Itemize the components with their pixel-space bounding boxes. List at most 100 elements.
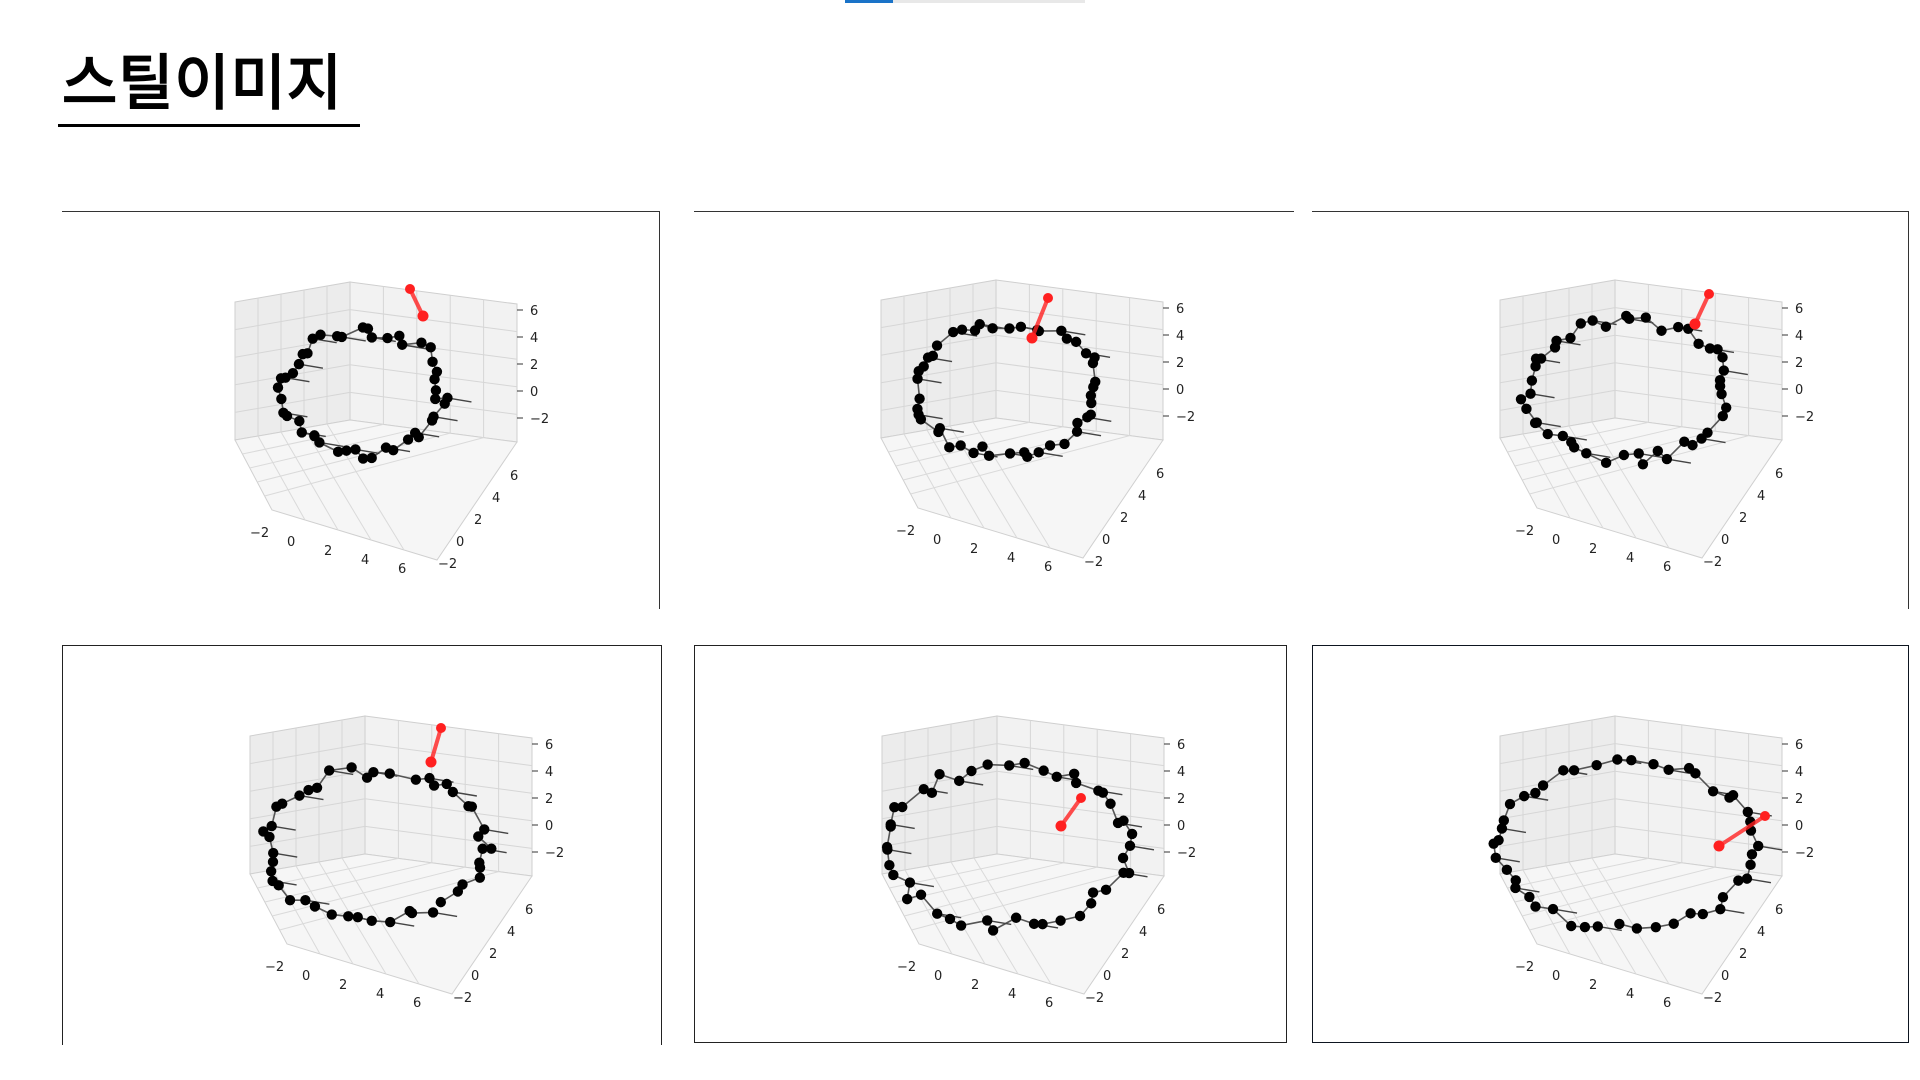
skeleton-joint <box>441 778 452 790</box>
skeleton-joint <box>1679 436 1690 447</box>
skeleton-joint <box>396 339 408 350</box>
grid-line <box>1568 425 1637 539</box>
skeleton-joint <box>384 768 395 779</box>
skeleton-joint <box>944 442 955 453</box>
skeleton-joint <box>267 875 278 887</box>
z-tick-label: 2 <box>1176 356 1184 371</box>
highlight-joint <box>1760 811 1770 821</box>
skeleton-joint <box>1531 417 1542 428</box>
y-tick-label: 6 <box>1157 903 1165 918</box>
x-tick-label: 0 <box>1552 533 1560 548</box>
z-tick-label: −2 <box>1795 846 1814 861</box>
top-progress-bar <box>845 0 1085 3</box>
skeleton-joint <box>1105 798 1116 809</box>
skeleton-joint <box>927 350 939 362</box>
grid-line <box>1614 798 1783 822</box>
skeleton-joint <box>278 407 289 418</box>
skeleton-joint <box>915 889 927 900</box>
z-tick-label: 4 <box>1795 329 1803 344</box>
skeleton-joint <box>918 783 929 795</box>
skeleton-joint <box>268 847 279 859</box>
grid-line <box>926 429 985 529</box>
z-tick-label: 2 <box>1795 792 1803 807</box>
x-tick-label: 6 <box>413 996 421 1011</box>
skeleton-joint <box>1004 760 1015 771</box>
y-tick-label: 4 <box>1757 489 1765 504</box>
skeleton-joint <box>1496 823 1508 834</box>
skeleton-joint <box>1080 348 1092 359</box>
skeleton-joint <box>1656 325 1667 336</box>
skeleton-joint <box>947 326 959 338</box>
skeleton-joint <box>1124 840 1136 852</box>
skeleton-joint <box>1504 798 1516 810</box>
z-tick-label: 2 <box>1177 792 1185 807</box>
skeleton-joint <box>287 367 299 379</box>
skeleton-joint <box>357 453 369 464</box>
y-tick-label: −2 <box>453 991 472 1006</box>
still-image-6: 6 4 2 0 −2 −2 0 2 4 6 6 4 2 0 −2 <box>1312 645 1909 1043</box>
grid-line <box>996 825 1165 849</box>
z-tick-label: 6 <box>1795 302 1803 317</box>
x-tick-label: 0 <box>934 969 942 984</box>
skeleton-joint <box>1592 921 1603 932</box>
grid-line <box>249 770 366 792</box>
grid-line <box>1568 861 1637 975</box>
grid-line <box>995 389 1164 413</box>
skeleton-joint <box>1579 921 1591 933</box>
pane-right <box>995 279 1164 441</box>
skeleton-joint <box>265 866 277 877</box>
y-tick-label: −2 <box>1703 991 1722 1006</box>
grid-line <box>349 309 518 333</box>
grid-line <box>1545 865 1604 965</box>
grid-line <box>280 431 339 531</box>
skeleton-joint <box>897 801 908 813</box>
grid-line <box>249 798 366 820</box>
z-tick-label: 2 <box>545 792 553 807</box>
grid-line <box>364 798 533 822</box>
skeleton-joint <box>1028 918 1040 930</box>
still-image-5: 6 4 2 0 −2 −2 0 2 4 6 6 4 2 0 −2 <box>694 645 1287 1043</box>
highlight-joint <box>417 310 429 322</box>
skeleton-joint <box>1648 759 1659 770</box>
z-tick-label: −2 <box>1795 410 1814 425</box>
skeleton-joint <box>1745 859 1756 871</box>
skeleton-joint <box>1501 864 1513 876</box>
skeleton-joint <box>885 819 896 830</box>
skeleton-joint <box>272 382 284 393</box>
grid-line <box>880 389 997 411</box>
highlight-bone <box>1059 796 1083 828</box>
skeleton-joint <box>1746 849 1758 860</box>
y-tick-label: 2 <box>1739 511 1747 526</box>
skeleton-joint <box>1126 828 1138 840</box>
skeleton-joint <box>1515 394 1527 405</box>
skeleton-joint <box>901 893 913 905</box>
z-tick-label: 6 <box>530 304 538 319</box>
skeleton-joint <box>1490 852 1501 864</box>
skeleton-joint <box>953 775 965 787</box>
skeleton-joint <box>447 786 459 798</box>
skeleton-joint <box>402 434 414 445</box>
grid-line <box>272 866 466 917</box>
grid-line <box>1614 389 1783 413</box>
skeleton-joint <box>275 373 287 384</box>
skeleton-joint <box>1033 447 1044 458</box>
skeleton-joint <box>1568 765 1580 776</box>
skeleton-joint <box>1717 892 1729 903</box>
x-tick-label: 4 <box>1626 987 1634 1002</box>
x-tick-label: 0 <box>1552 969 1560 984</box>
skeleton-joint <box>1086 397 1097 409</box>
skeleton-joint <box>323 765 335 776</box>
x-tick-label: −2 <box>896 524 915 539</box>
skeleton-joint <box>983 450 995 462</box>
skeleton-joint <box>343 911 354 922</box>
x-tick-label: 6 <box>1663 560 1671 575</box>
skeleton-joint <box>336 331 347 343</box>
highlight-bone <box>1717 814 1767 848</box>
grid-line <box>1545 429 1604 529</box>
grid-line <box>1499 770 1616 792</box>
z-tick-label: 0 <box>530 385 538 400</box>
skeleton-joint <box>1074 910 1086 922</box>
skeleton-joint <box>1551 335 1562 347</box>
